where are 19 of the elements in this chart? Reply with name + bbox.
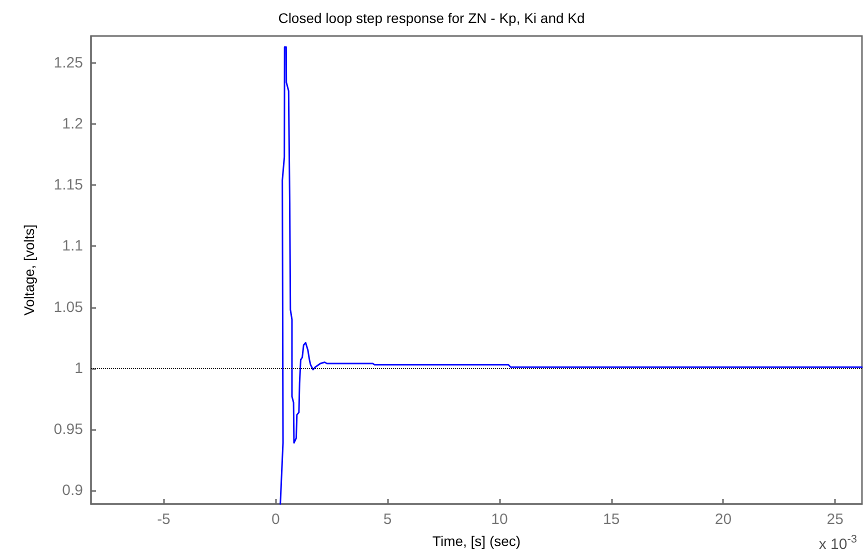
x-tick-label: 5 bbox=[383, 511, 392, 528]
y-tick-label: 1.1 bbox=[62, 238, 83, 255]
x-tick-label: 25 bbox=[826, 511, 844, 528]
y-tick-label: 0.95 bbox=[54, 420, 83, 438]
y-tick-label: 1.25 bbox=[54, 54, 83, 72]
y-tick-label: 1 bbox=[74, 360, 83, 377]
chart-title: Closed loop step response for ZN - Kp, Ki and Kd bbox=[278, 10, 585, 26]
x-tick-label: 10 bbox=[491, 511, 508, 528]
x-axis-title: Time, [s] (sec) bbox=[432, 533, 521, 549]
y-tick-label: 1.05 bbox=[54, 298, 83, 316]
y-tick-label: 1.2 bbox=[62, 115, 83, 132]
line-series bbox=[280, 46, 863, 505]
x-tick-label: -5 bbox=[157, 511, 170, 528]
y-axis-title: Voltage, [volts] bbox=[21, 224, 37, 316]
x-tick-label: 15 bbox=[602, 511, 620, 528]
y-tick-label: 1.15 bbox=[54, 176, 83, 194]
x-tick-label: 0 bbox=[271, 511, 280, 528]
y-tick-label: 0.9 bbox=[62, 482, 83, 500]
x-tick-label: 20 bbox=[714, 511, 732, 528]
